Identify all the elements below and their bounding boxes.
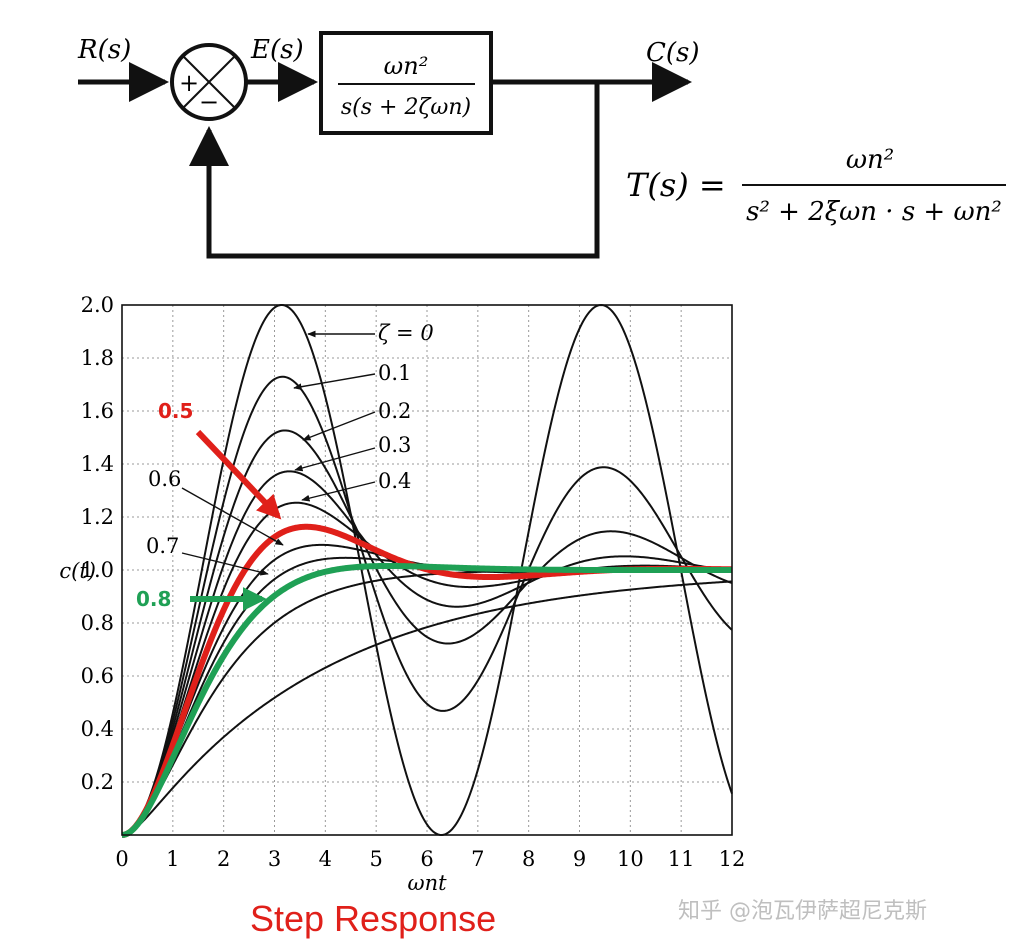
annotation-label: 0.2 <box>378 399 411 423</box>
x-tick-label: 4 <box>319 847 332 871</box>
chart-caption: Step Response <box>250 898 497 939</box>
x-tick-label: 8 <box>522 847 535 871</box>
y-axis-label: c(t) <box>59 559 96 583</box>
plant-numerator: ωn² <box>384 52 429 80</box>
minus-sign: − <box>199 88 219 116</box>
junction-cross-b <box>182 55 236 109</box>
y-tick-label: 0.2 <box>81 770 114 794</box>
block-diagram: R(s) + − E(s) ωn² s(s + 2ζωn) C(s) <box>77 31 700 259</box>
y-tick-label: 0.6 <box>81 664 114 688</box>
annotation-arrow <box>301 481 376 502</box>
annotation-arrow <box>293 373 376 391</box>
response-curve-zeta-0_1 <box>121 375 733 836</box>
annotation-label: ζ = 0 <box>378 321 434 345</box>
y-tick-label: 0.4 <box>81 717 114 741</box>
y-tick-label: 0.8 <box>81 611 114 635</box>
x-tick-label: 11 <box>668 847 695 871</box>
annotation-label-green: 0.8 <box>136 587 171 611</box>
output-label: C(s) <box>646 38 700 68</box>
step-response-chart: 0 1 2 3 4 5 6 7 8 9 10 11 120.20.40.60.81.01.21.41.6… <box>59 293 745 895</box>
x-tick-label: 12 <box>719 847 746 871</box>
response-curve-zeta-0_4 <box>121 501 733 836</box>
x-tick-label: 10 <box>617 847 644 871</box>
tf-lhs: T(s) = <box>626 166 726 204</box>
tick-labels: 0 1 2 3 4 5 6 7 8 9 10 11 120.20.40.60.81.01.21.41.6… <box>81 293 746 871</box>
annotation-label-red: 0.5 <box>158 399 193 423</box>
feedback-path <box>189 82 600 259</box>
input-label: R(s) <box>77 35 131 65</box>
x-tick-label: 7 <box>471 847 484 871</box>
annotation-arrow <box>181 487 284 546</box>
y-tick-label: 1.2 <box>81 505 114 529</box>
annotation-arrow <box>181 552 269 576</box>
y-tick-label: 1.4 <box>81 452 114 476</box>
tf-denominator: s² + 2ξωn · s + ωn² <box>746 197 1002 227</box>
tf-numerator: ωn² <box>846 145 894 175</box>
x-tick-label: 1 <box>166 847 179 871</box>
annotation-arrow-red <box>195 429 282 520</box>
annotation-label: 0.1 <box>378 361 411 385</box>
error-label: E(s) <box>250 35 304 65</box>
plot-frame <box>121 304 733 836</box>
x-tick-label: 6 <box>420 847 433 871</box>
x-tick-label: 0 <box>115 847 128 871</box>
y-tick-label: 2.0 <box>81 293 114 317</box>
annotation-arrow <box>294 447 376 472</box>
x-tick-label: 9 <box>573 847 586 871</box>
highlight-curve-green <box>120 562 734 838</box>
plant-denominator: s(s + 2ζωn) <box>341 95 471 120</box>
y-tick-label: 1.0 <box>81 558 114 582</box>
x-tick-label: 2 <box>217 847 230 871</box>
response-curve-zeta-2 <box>121 580 733 836</box>
annotation-label: 0.4 <box>378 469 411 493</box>
annotation-label: 0.3 <box>378 433 411 457</box>
annotation-arrow <box>302 411 376 441</box>
watermark: 知乎 @泡瓦伊萨超尼克斯 <box>678 899 927 924</box>
annotation-label: 0.6 <box>148 467 181 491</box>
response-curve-zeta-0_3 <box>121 470 733 836</box>
x-axis-label: ωnt <box>407 871 447 895</box>
x-tick-label: 5 <box>369 847 382 871</box>
transfer-function: T(s) = ωn² s² + 2ξωn · s + ωn² <box>626 145 1006 227</box>
x-tick-label: 3 <box>268 847 281 871</box>
plus-sign: + <box>179 69 199 97</box>
response-curve-zeta-0_2 <box>121 429 733 836</box>
annotation-label: 0.7 <box>146 534 179 558</box>
y-tick-label: 1.6 <box>81 399 114 423</box>
highlight-curves <box>120 523 734 838</box>
y-tick-label: 1.8 <box>81 346 114 370</box>
curve-annotations: ζ = 0 0.1 0.2 0.3 0.4 0.6 0.7 0.5 0.8 <box>136 321 434 611</box>
